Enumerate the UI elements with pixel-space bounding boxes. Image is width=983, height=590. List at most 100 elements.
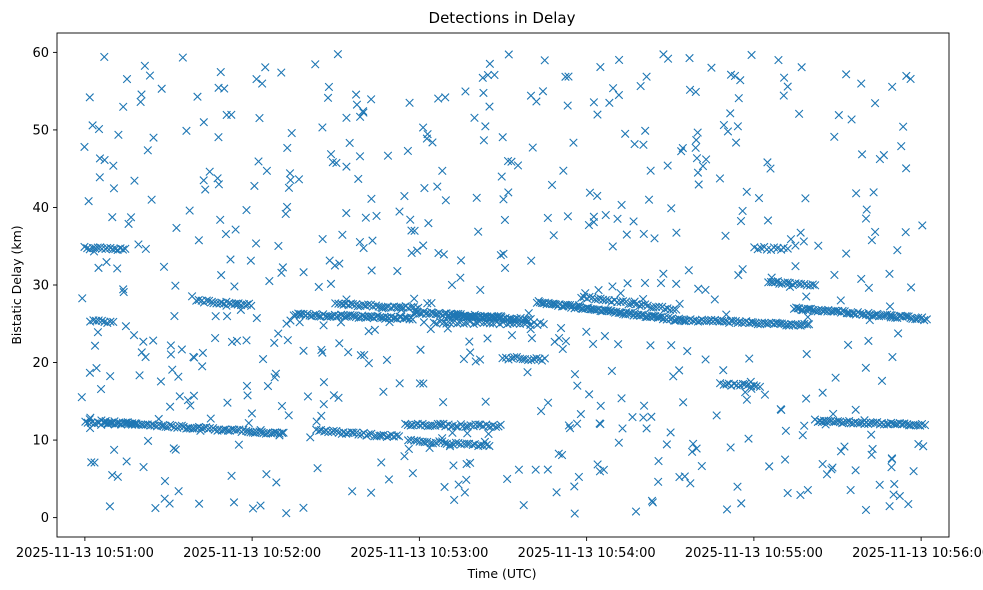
data-point (170, 311, 179, 321)
data-point (189, 391, 199, 400)
data-point (607, 366, 617, 376)
data-point (85, 93, 94, 102)
data-point (527, 334, 537, 343)
data-point (185, 206, 194, 215)
data-point (893, 329, 903, 338)
data-point (94, 263, 103, 273)
data-point (345, 138, 354, 148)
data-point (226, 255, 235, 264)
data-point (479, 136, 489, 145)
data-point (279, 428, 288, 437)
data-point (574, 301, 584, 310)
x-tick-label: 2025-11-13 10:55:00 (685, 546, 823, 561)
data-point (474, 420, 483, 429)
data-point (143, 146, 153, 155)
data-point (737, 499, 746, 508)
data-point (877, 376, 887, 386)
data-point (742, 187, 751, 197)
data-point (438, 166, 447, 175)
data-point (574, 472, 584, 482)
data-point (165, 402, 175, 411)
data-point (564, 72, 573, 81)
data-point (231, 225, 240, 234)
data-point (313, 463, 322, 473)
data-point (159, 262, 169, 272)
data-point (601, 210, 610, 220)
data-point (403, 436, 413, 445)
data-point (745, 318, 754, 328)
data-point (119, 287, 128, 297)
data-point (870, 99, 880, 108)
data-point (100, 155, 109, 165)
data-point (359, 108, 368, 117)
data-point (141, 244, 151, 254)
data-point (726, 70, 736, 79)
data-point (86, 413, 95, 422)
data-point (379, 387, 388, 396)
data-point (270, 373, 279, 382)
data-point (641, 126, 650, 135)
data-point (282, 319, 291, 328)
data-point (604, 306, 613, 315)
y-tick-label: 40 (32, 201, 49, 216)
data-point (692, 153, 702, 163)
data-point (766, 164, 775, 173)
data-point (286, 175, 295, 185)
data-point (447, 280, 457, 290)
data-point (862, 205, 871, 214)
data-point (174, 486, 183, 496)
data-point (797, 63, 806, 72)
data-point (523, 368, 532, 377)
data-point (613, 214, 622, 224)
data-point (617, 394, 626, 403)
data-point (449, 495, 459, 505)
y-tick-label: 0 (41, 511, 49, 526)
data-point (227, 337, 237, 347)
data-point (368, 236, 377, 245)
data-point (556, 323, 566, 333)
data-point (401, 419, 410, 429)
data-point (277, 268, 286, 277)
data-point (460, 488, 470, 497)
data-point (687, 447, 697, 456)
data-point (746, 377, 755, 387)
data-point (650, 234, 659, 243)
data-point (384, 475, 394, 484)
data-point (357, 430, 366, 439)
data-point (80, 142, 89, 152)
data-point (205, 167, 214, 176)
data-point (364, 358, 374, 368)
data-point (364, 326, 373, 336)
data-point (335, 259, 344, 268)
data-point (277, 68, 286, 77)
data-point (596, 419, 605, 429)
data-point (559, 166, 568, 175)
data-point (106, 243, 115, 253)
data-point (282, 509, 291, 518)
data-point (121, 244, 130, 254)
data-point (656, 278, 666, 288)
data-point (383, 151, 393, 160)
data-point (199, 118, 208, 127)
data-point (329, 391, 339, 400)
data-point (318, 123, 327, 132)
data-point (763, 158, 772, 167)
data-point (672, 228, 681, 237)
data-point (728, 316, 738, 325)
data-point (94, 124, 104, 134)
y-tick-label: 50 (32, 123, 49, 138)
data-point (378, 304, 387, 313)
data-point (693, 168, 703, 177)
data-point (440, 482, 449, 492)
data-point (779, 73, 789, 82)
data-point (303, 392, 313, 401)
data-point (499, 249, 508, 259)
data-point (507, 157, 516, 166)
data-point (734, 94, 743, 103)
data-point (456, 273, 465, 282)
data-point (589, 217, 599, 227)
data-point (796, 490, 805, 500)
data-point (274, 329, 283, 338)
data-point (512, 318, 521, 328)
